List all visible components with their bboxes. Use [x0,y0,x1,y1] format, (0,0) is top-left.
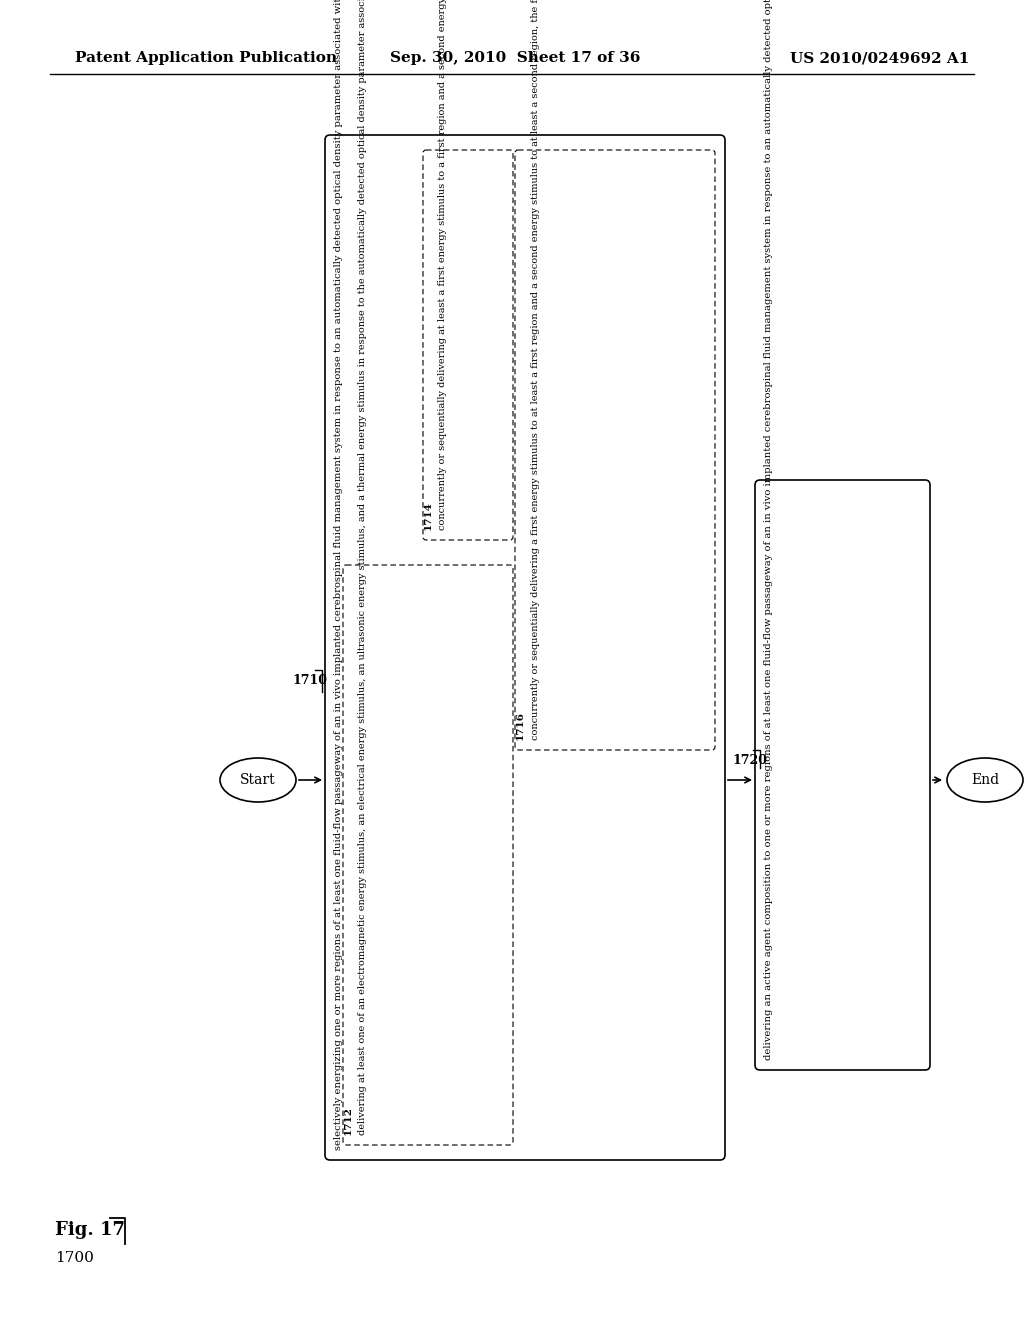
Text: delivering at least one of an electromagnetic energy stimulus, an electrical ene: delivering at least one of an electromag… [358,0,367,1135]
Ellipse shape [947,758,1023,803]
Text: US 2010/0249692 A1: US 2010/0249692 A1 [790,51,970,65]
Text: 1712: 1712 [344,1106,353,1135]
FancyBboxPatch shape [755,480,930,1071]
Text: Fig. 17: Fig. 17 [55,1221,125,1239]
Text: Start: Start [241,774,275,787]
FancyBboxPatch shape [423,150,513,540]
Text: 1720: 1720 [732,754,768,767]
FancyBboxPatch shape [515,150,715,750]
FancyBboxPatch shape [325,135,725,1160]
Text: End: End [971,774,999,787]
Text: concurrently or sequentially delivering a first energy stimulus to at least a fi: concurrently or sequentially delivering … [531,0,540,741]
Text: delivering an active agent composition to one or more regions of at least one fl: delivering an active agent composition t… [764,0,773,1060]
Text: selectively energizing one or more regions of at least one fluid-flow passageway: selectively energizing one or more regio… [334,0,343,1150]
Text: 1714: 1714 [424,502,433,531]
Text: 1716: 1716 [516,711,525,741]
Text: 1700: 1700 [55,1251,94,1265]
Ellipse shape [220,758,296,803]
Text: 1710: 1710 [293,673,328,686]
FancyBboxPatch shape [343,565,513,1144]
Text: Patent Application Publication: Patent Application Publication [75,51,337,65]
Text: Sep. 30, 2010  Sheet 17 of 36: Sep. 30, 2010 Sheet 17 of 36 [390,51,640,65]
Text: concurrently or sequentially delivering at least a first energy stimulus to a fi: concurrently or sequentially delivering … [438,0,447,531]
